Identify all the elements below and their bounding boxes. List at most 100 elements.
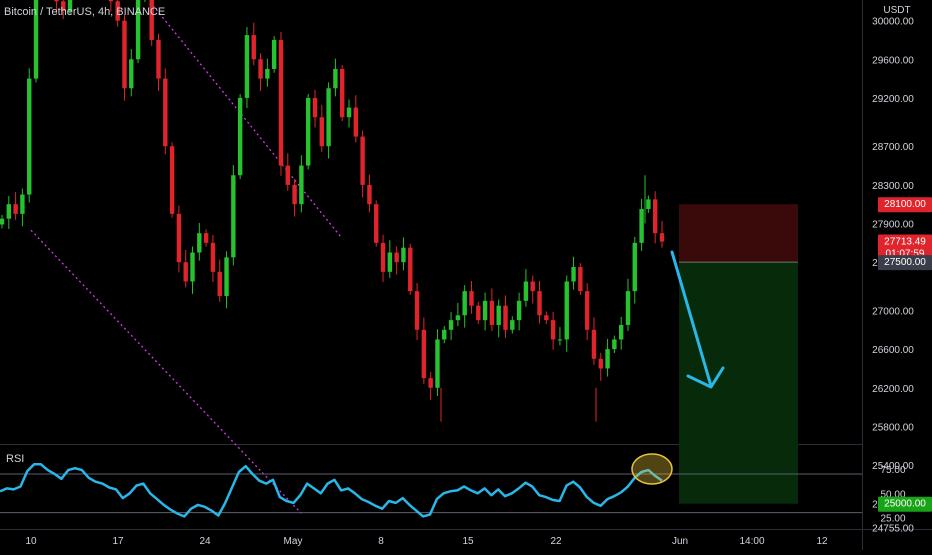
current-price-tag-text: 27713.49 xyxy=(884,237,926,248)
current-price-tag-bg xyxy=(878,234,932,262)
candle-body xyxy=(618,324,624,340)
candle-body xyxy=(387,252,393,272)
candle-body xyxy=(169,146,175,214)
candle-body xyxy=(61,1,66,11)
candle-body xyxy=(312,97,318,118)
candle-body xyxy=(278,39,284,166)
candle-body xyxy=(652,199,658,234)
entry-price-tag-text: 27500.00 xyxy=(884,257,926,268)
candle-body xyxy=(442,329,447,340)
candle-body xyxy=(326,88,331,147)
candle-body xyxy=(271,39,277,69)
time-tick-label: Jun xyxy=(672,536,688,547)
trend-channel xyxy=(30,0,342,514)
channel-upper-line xyxy=(147,0,342,238)
candle-body xyxy=(605,349,610,369)
price-axis: 30800.0030400.0030000.0029600.0029200.00… xyxy=(872,17,932,534)
price-tick-label: 26200.00 xyxy=(872,384,914,395)
candle-body xyxy=(299,165,304,205)
rsi-tick-label: 75.00 xyxy=(880,465,905,476)
candle-body xyxy=(163,78,168,147)
candle-body xyxy=(340,68,345,118)
candle-body xyxy=(217,271,222,296)
candle-body xyxy=(578,267,583,292)
channel-lower-line xyxy=(30,229,302,514)
candles xyxy=(0,0,665,422)
candle-body xyxy=(156,39,161,79)
price-tick-label: 24755.00 xyxy=(872,523,914,534)
rsi-line xyxy=(0,463,663,518)
candle-body xyxy=(319,117,324,147)
candle-body xyxy=(360,136,365,185)
price-tick-label: 25800.00 xyxy=(872,422,914,433)
arrow-head xyxy=(686,366,725,389)
candle-body xyxy=(503,305,508,330)
candle-body xyxy=(176,213,182,263)
candle-body xyxy=(265,68,270,79)
time-tick-label: 12 xyxy=(816,536,828,547)
candle-body xyxy=(591,329,597,359)
candle-body xyxy=(598,358,603,369)
time-tick-label: 17 xyxy=(112,536,124,547)
price-tick-label: 25400.00 xyxy=(872,461,914,472)
price-tick-label: 29200.00 xyxy=(872,94,914,105)
candle-body xyxy=(421,329,427,379)
candle-body xyxy=(646,199,651,210)
time-tick-label: 24 xyxy=(199,536,211,547)
candle-body xyxy=(380,242,386,272)
candle-body xyxy=(244,35,250,98)
candle-body xyxy=(496,305,501,325)
stop-loss-zone xyxy=(679,204,798,263)
candle-body xyxy=(285,165,290,185)
time-tick-label: 15 xyxy=(462,536,474,547)
candle-body xyxy=(482,300,488,321)
candle-body xyxy=(557,339,563,341)
stop-price-tag-text: 28100.00 xyxy=(884,199,926,210)
candle-body xyxy=(210,242,216,272)
candle-body xyxy=(183,262,188,282)
candle-body xyxy=(523,281,529,301)
candle-body xyxy=(448,320,454,330)
price-tick-label: 27900.00 xyxy=(872,220,914,231)
candle-body xyxy=(197,233,202,253)
candle-body xyxy=(550,320,556,340)
candle-body xyxy=(571,267,576,282)
candle-body xyxy=(305,97,311,166)
rsi-legend: RSI xyxy=(6,453,24,465)
candle-body xyxy=(67,0,73,11)
candle-body xyxy=(476,305,481,321)
price-tick-label: 30000.00 xyxy=(872,17,914,28)
candle-body xyxy=(346,107,352,118)
candle-body xyxy=(353,107,359,137)
candle-body xyxy=(367,184,372,205)
candle-body xyxy=(489,300,495,325)
candle-body xyxy=(462,291,467,316)
time-tick-label: 8 xyxy=(378,536,384,547)
candle-body xyxy=(625,291,631,325)
candle-body xyxy=(27,78,32,195)
candle-body xyxy=(122,20,127,89)
candle-body xyxy=(414,291,420,330)
candle-body xyxy=(135,0,141,60)
candle-body xyxy=(292,184,297,205)
projection-arrow xyxy=(670,250,725,389)
time-tick-label: May xyxy=(284,536,303,547)
candle-body xyxy=(54,0,59,2)
candle-body xyxy=(333,68,338,89)
price-tick-label: 26600.00 xyxy=(872,345,914,356)
entry-price-tag-bg xyxy=(878,255,932,271)
price-tick-label: 27000.00 xyxy=(872,306,914,317)
candle-body xyxy=(455,315,461,321)
candle-body xyxy=(237,97,243,176)
rsi-tick-label: 50.00 xyxy=(880,489,905,500)
candle-body xyxy=(530,281,535,292)
candle-body xyxy=(6,204,12,219)
rsi-tick-label: 25.00 xyxy=(880,513,905,524)
candle-body xyxy=(251,35,256,60)
target-price-tag-bg xyxy=(878,496,932,512)
time-tick-label: 22 xyxy=(550,536,562,547)
candle-body xyxy=(0,218,5,225)
price-tick-label: 28700.00 xyxy=(872,142,914,153)
